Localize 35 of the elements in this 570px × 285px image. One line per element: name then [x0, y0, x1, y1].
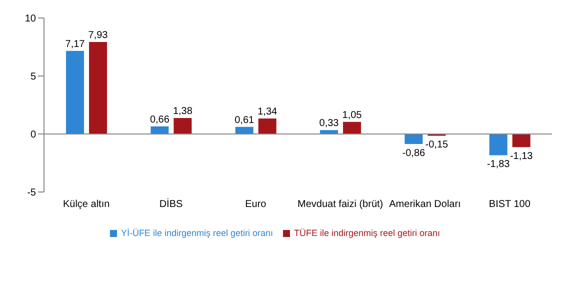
text: 0,61 — [234, 114, 254, 126]
bar — [235, 126, 254, 134]
bar — [489, 134, 508, 156]
x-tick-label: Külçe altın — [62, 199, 110, 210]
text: 1,05 — [342, 110, 362, 121]
bar — [404, 134, 423, 144]
bar — [89, 42, 108, 134]
x-tick-label: DİBS — [159, 198, 183, 210]
x-tick-label: BIST 100 — [488, 199, 531, 210]
legend-label: Yİ-ÜFE ile indirgenmiş reel getiri oranı — [120, 228, 273, 238]
text: 1,38 — [172, 106, 192, 117]
text: -0,15 — [425, 140, 448, 151]
text: 7,17 — [65, 38, 85, 50]
text: 1,34 — [258, 106, 278, 118]
bar — [174, 118, 192, 134]
text: 0,33 — [319, 118, 339, 130]
text: 0,66 — [150, 114, 170, 126]
y-tick-label: 0 — [30, 130, 36, 141]
x-tick-label: Euro — [245, 199, 267, 210]
bar — [343, 122, 362, 134]
legend-label: TÜFE ile indirgenmiş reel getiri oranı — [294, 228, 440, 238]
bar — [258, 118, 276, 134]
y-tick-label: -5 — [27, 188, 36, 199]
bar — [512, 134, 530, 148]
x-tick-label: Amerikan Doları — [389, 199, 461, 210]
x-tick-label: Mevduat faizi (brüt) — [298, 199, 384, 210]
text: 7,93 — [88, 30, 108, 42]
text: -0,86 — [402, 148, 426, 159]
bar — [150, 126, 169, 134]
y-tick-label: 5 — [30, 72, 36, 83]
text: -1,83 — [486, 159, 510, 170]
y-tick-label: 10 — [24, 14, 36, 25]
bar — [320, 130, 338, 134]
text: -1,13 — [510, 151, 533, 162]
bar — [66, 50, 84, 134]
